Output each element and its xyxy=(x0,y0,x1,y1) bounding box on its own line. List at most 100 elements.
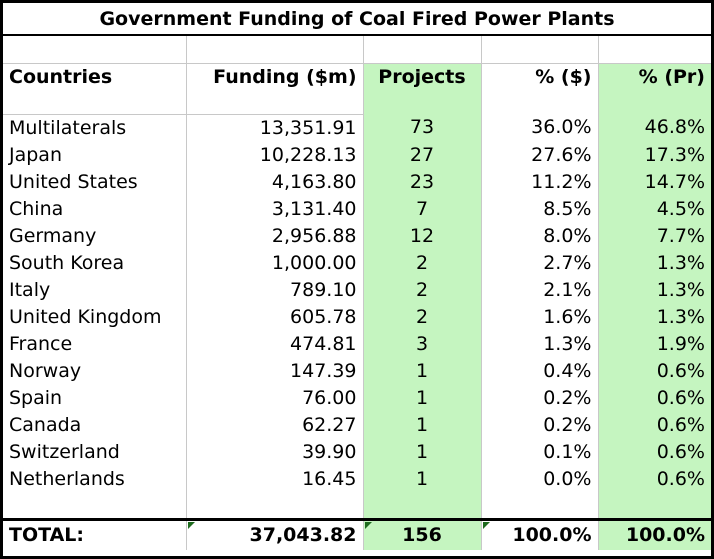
pct-funding-cell[interactable]: 2.7% xyxy=(481,249,599,277)
pct-funding-cell[interactable]: 0.2% xyxy=(481,411,599,439)
total-label[interactable]: TOTAL: xyxy=(3,518,187,550)
projects-cell[interactable]: 1 xyxy=(363,384,482,412)
cell[interactable] xyxy=(481,492,599,520)
funding-cell[interactable]: 39.90 xyxy=(186,438,364,466)
country-cell[interactable]: Norway xyxy=(3,357,187,385)
pct-projects-cell[interactable]: 14.7% xyxy=(598,168,711,196)
projects-cell[interactable]: 3 xyxy=(363,330,482,358)
pct-funding-cell[interactable]: 0.1% xyxy=(481,438,599,466)
country-cell[interactable]: France xyxy=(3,330,187,358)
pct-funding-cell[interactable]: 1.6% xyxy=(481,303,599,331)
pct-funding-cell[interactable]: 27.6% xyxy=(481,141,599,169)
funding-cell[interactable]: 3,131.40 xyxy=(186,195,364,223)
pct-funding-cell[interactable]: 11.2% xyxy=(481,168,599,196)
cell[interactable] xyxy=(3,492,187,520)
pct-funding-cell[interactable]: 2.1% xyxy=(481,276,599,304)
pct-projects-cell[interactable]: 0.6% xyxy=(598,411,711,439)
projects-cell[interactable]: 1 xyxy=(363,465,482,493)
pct-projects-cell[interactable]: 0.6% xyxy=(598,357,711,385)
funding-cell[interactable]: 605.78 xyxy=(186,303,364,331)
funding-cell[interactable]: 13,351.91 xyxy=(186,114,364,142)
funding-cell[interactable]: 147.39 xyxy=(186,357,364,385)
total-pct-projects-cell[interactable]: 100.0% xyxy=(598,518,711,550)
country-cell[interactable]: Japan xyxy=(3,141,187,169)
funding-cell[interactable]: 62.27 xyxy=(186,411,364,439)
cell[interactable] xyxy=(3,91,187,115)
pct-funding-cell[interactable]: 1.3% xyxy=(481,330,599,358)
funding-cell[interactable]: 2,956.88 xyxy=(186,222,364,250)
funding-cell[interactable]: 10,228.13 xyxy=(186,141,364,169)
pct-projects-cell[interactable]: 17.3% xyxy=(598,141,711,169)
country-cell[interactable]: Spain xyxy=(3,384,187,412)
projects-cell[interactable]: 1 xyxy=(363,411,482,439)
country-cell[interactable]: Italy xyxy=(3,276,187,304)
funding-cell[interactable]: 4,163.80 xyxy=(186,168,364,196)
pct-projects-cell[interactable]: 1.3% xyxy=(598,303,711,331)
total-pct-projects-cell-value: 100.0% xyxy=(625,523,705,546)
pct-funding-cell[interactable]: 8.0% xyxy=(481,222,599,250)
cell[interactable] xyxy=(363,36,482,64)
country-cell[interactable]: Switzerland xyxy=(3,438,187,466)
table-row: Spain 76.00 1 0.2% 0.6% xyxy=(3,384,711,412)
projects-cell[interactable]: 7 xyxy=(363,195,482,223)
projects-cell[interactable]: 27 xyxy=(363,141,482,169)
country-cell[interactable]: United States xyxy=(3,168,187,196)
pct-projects-cell[interactable]: 0.6% xyxy=(598,465,711,493)
pct-projects-cell[interactable]: 46.8% xyxy=(598,114,711,142)
country-cell[interactable]: China xyxy=(3,195,187,223)
pct-projects-cell[interactable]: 7.7% xyxy=(598,222,711,250)
funding-cell[interactable]: 16.45 xyxy=(186,465,364,493)
cell[interactable] xyxy=(363,492,482,520)
total-label-value: TOTAL: xyxy=(9,523,85,546)
pct-funding-cell[interactable]: 8.5% xyxy=(481,195,599,223)
pct-projects-cell[interactable]: 0.6% xyxy=(598,384,711,412)
header-funding[interactable]: Funding ($m) xyxy=(186,63,364,91)
country-cell[interactable]: United Kingdom xyxy=(3,303,187,331)
country-cell[interactable]: Multilaterals xyxy=(3,114,187,142)
country-cell[interactable]: Canada xyxy=(3,411,187,439)
cell[interactable] xyxy=(363,91,482,114)
funding-cell[interactable]: 76.00 xyxy=(186,384,364,412)
total-pct-funding-cell[interactable]: 100.0% xyxy=(481,518,599,550)
projects-cell[interactable]: 23 xyxy=(363,168,482,196)
projects-cell[interactable]: 2 xyxy=(363,276,482,304)
projects-cell[interactable]: 1 xyxy=(363,357,482,385)
pct-funding-cell[interactable]: 0.4% xyxy=(481,357,599,385)
pct-projects-cell[interactable]: 0.6% xyxy=(598,438,711,466)
projects-cell[interactable]: 2 xyxy=(363,303,482,331)
projects-cell[interactable]: 2 xyxy=(363,249,482,277)
total-funding-cell[interactable]: 37,043.82 xyxy=(186,518,364,550)
pct-projects-cell[interactable]: 4.5% xyxy=(598,195,711,223)
pct-funding-cell[interactable]: 0.2% xyxy=(481,384,599,412)
pct-projects-cell[interactable]: 1.3% xyxy=(598,249,711,277)
projects-cell[interactable]: 12 xyxy=(363,222,482,250)
cell[interactable] xyxy=(186,36,364,64)
header-pct-projects[interactable]: % (Pr) xyxy=(598,63,711,91)
cell[interactable] xyxy=(598,492,711,520)
cell[interactable] xyxy=(598,91,711,114)
cell[interactable] xyxy=(186,91,364,115)
country-cell[interactable]: Germany xyxy=(3,222,187,250)
funding-cell[interactable]: 1,000.00 xyxy=(186,249,364,277)
projects-cell[interactable]: 1 xyxy=(363,438,482,466)
header-countries[interactable]: Countries xyxy=(3,63,187,91)
funding-cell[interactable]: 789.10 xyxy=(186,276,364,304)
cell[interactable] xyxy=(186,492,364,520)
pct-projects-cell[interactable]: 1.9% xyxy=(598,330,711,358)
total-projects-cell[interactable]: 156 xyxy=(363,518,482,550)
funding-cell[interactable]: 474.81 xyxy=(186,330,364,358)
pct-funding-cell[interactable]: 0.0% xyxy=(481,465,599,493)
cell[interactable] xyxy=(481,36,599,64)
country-cell[interactable]: Netherlands xyxy=(3,465,187,493)
cell[interactable] xyxy=(598,36,711,64)
projects-cell[interactable]: 73 xyxy=(363,114,482,142)
pct-projects-cell[interactable]: 1.3% xyxy=(598,276,711,304)
country-cell[interactable]: South Korea xyxy=(3,249,187,277)
cell[interactable] xyxy=(3,36,187,64)
header-projects[interactable]: Projects xyxy=(363,63,482,91)
header-pct-funding[interactable]: % ($) xyxy=(481,63,599,91)
funding-table: Countries Funding ($m) Projects % ($) % … xyxy=(3,36,711,550)
pct-funding-cell[interactable]: 36.0% xyxy=(481,114,599,142)
cell[interactable] xyxy=(481,91,599,114)
